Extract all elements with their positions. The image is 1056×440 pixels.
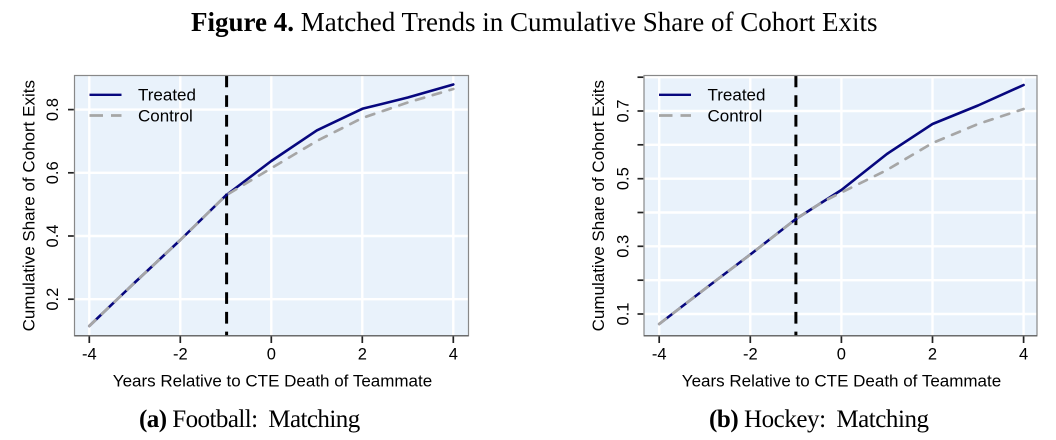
svg-text:Treated: Treated <box>138 86 196 105</box>
svg-text:-4: -4 <box>82 346 97 364</box>
svg-text:Cumulative Share of Cohort Exi: Cumulative Share of Cohort Exits <box>20 80 39 331</box>
svg-text:0: 0 <box>837 346 846 364</box>
svg-text:0.7: 0.7 <box>615 100 633 123</box>
svg-text:0.4: 0.4 <box>44 225 62 248</box>
svg-text:Control: Control <box>138 106 193 125</box>
svg-text:0.1: 0.1 <box>615 303 633 326</box>
svg-text:0.8: 0.8 <box>44 98 62 121</box>
svg-text:0: 0 <box>267 346 276 364</box>
svg-text:0.2: 0.2 <box>44 288 62 311</box>
svg-text:-4: -4 <box>652 346 667 364</box>
svg-text:0.3: 0.3 <box>615 235 633 258</box>
svg-text:Years Relative to CTE Death of: Years Relative to CTE Death of Teammate <box>682 372 1001 391</box>
svg-text:Cumulative Share of Cohort Exi: Cumulative Share of Cohort Exits <box>589 80 608 331</box>
svg-text:Years Relative to CTE Death of: Years Relative to CTE Death of Teammate <box>113 372 432 391</box>
svg-text:0.6: 0.6 <box>44 161 62 184</box>
svg-text:-2: -2 <box>743 346 758 364</box>
svg-text:-2: -2 <box>173 346 188 364</box>
svg-text:4: 4 <box>1019 346 1028 364</box>
svg-text:2: 2 <box>928 346 937 364</box>
svg-text:2: 2 <box>358 346 367 364</box>
svg-text:Control: Control <box>708 106 763 125</box>
svg-text:4: 4 <box>449 346 458 364</box>
svg-text:Treated: Treated <box>708 86 766 105</box>
svg-text:0.5: 0.5 <box>615 167 633 190</box>
